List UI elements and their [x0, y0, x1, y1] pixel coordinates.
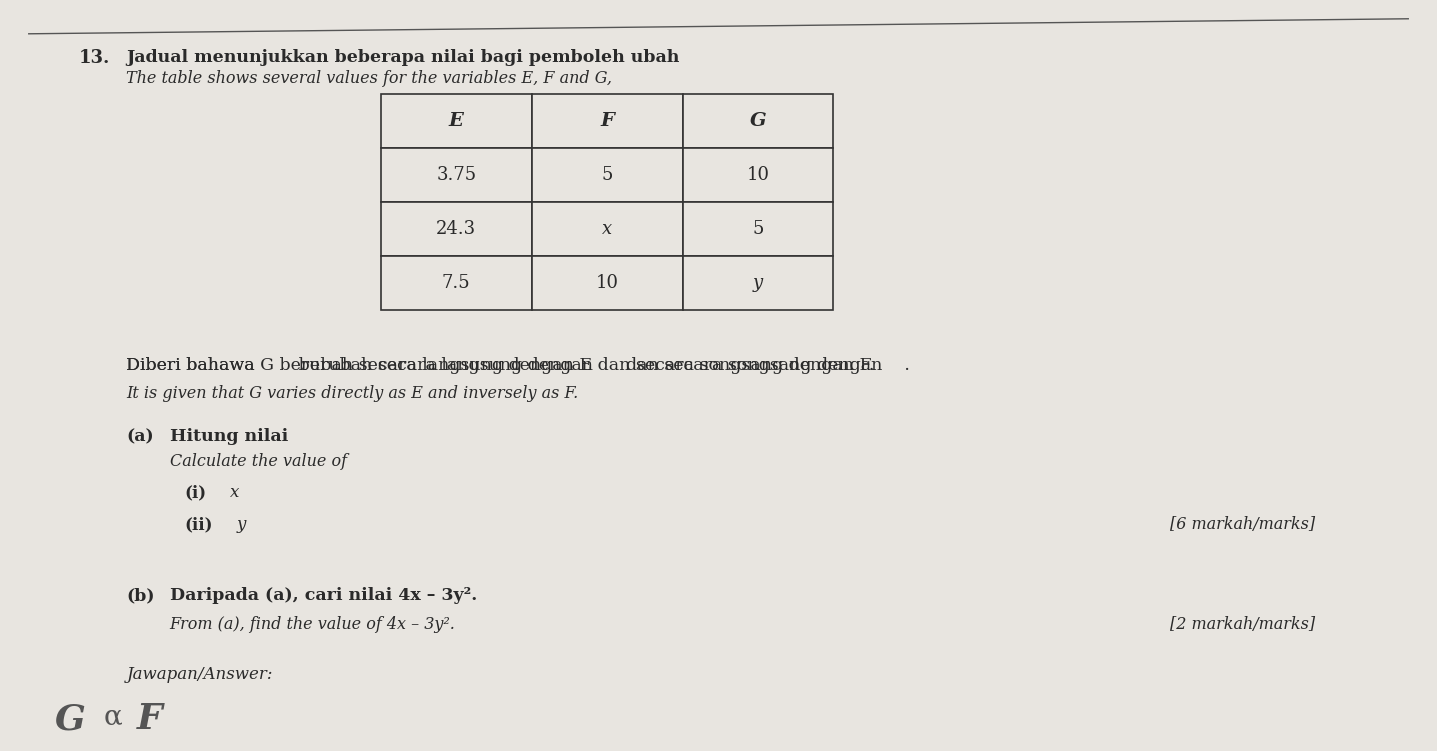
Text: G: G — [750, 112, 766, 130]
Bar — [683, 94, 833, 148]
Text: The table shows several values for the variables E, F and G,: The table shows several values for the v… — [126, 70, 612, 87]
Text: (i): (i) — [184, 484, 205, 502]
Text: x: x — [230, 484, 240, 502]
Text: It is given that G varies directly as E and inversely as F.: It is given that G varies directly as E … — [126, 385, 579, 403]
Text: Hitung nilai: Hitung nilai — [170, 428, 287, 445]
Text: [6 markah/marks]: [6 markah/marks] — [1170, 516, 1315, 533]
Text: G: G — [55, 702, 85, 736]
Bar — [381, 148, 532, 202]
Text: Jawapan/Answer:: Jawapan/Answer: — [126, 666, 273, 683]
Text: 7.5: 7.5 — [443, 274, 470, 292]
Bar — [532, 148, 683, 202]
Text: (ii): (ii) — [184, 516, 213, 533]
Text: α: α — [103, 704, 122, 731]
Bar — [683, 256, 833, 310]
Bar — [532, 256, 683, 310]
Text: F: F — [601, 112, 614, 130]
Text: 10: 10 — [746, 166, 770, 184]
Text: (b): (b) — [126, 587, 155, 605]
Text: (a): (a) — [126, 428, 154, 445]
Text: 5: 5 — [753, 220, 763, 238]
Bar — [532, 202, 683, 256]
Text: 10: 10 — [595, 274, 619, 292]
Bar — [381, 202, 532, 256]
Text: y: y — [753, 274, 763, 292]
Text: Diberi bahawa        berubah secara langsung dengan      dan secara songsang den: Diberi bahawa berubah secara langsung de… — [126, 357, 910, 374]
Text: From (a), find the value of 4x – 3y².: From (a), find the value of 4x – 3y². — [170, 616, 456, 633]
Text: y: y — [237, 516, 247, 533]
Text: 5: 5 — [602, 166, 612, 184]
Text: F: F — [137, 702, 162, 736]
Text: Jadual menunjukkan beberapa nilai bagi pemboleh ubah: Jadual menunjukkan beberapa nilai bagi p… — [126, 49, 685, 66]
Text: E: E — [448, 112, 464, 130]
Text: Diberi bahawa G berubah secara langsung dengan E dan secara songsang dengan F.: Diberi bahawa G berubah secara langsung … — [126, 357, 875, 374]
Text: [2 markah/marks]: [2 markah/marks] — [1170, 616, 1315, 633]
Text: Calculate the value of: Calculate the value of — [170, 453, 346, 470]
Text: Daripada (a), cari nilai 4​x – 3y².: Daripada (a), cari nilai 4​x – 3y². — [170, 587, 477, 605]
Bar — [683, 202, 833, 256]
Text: 13.: 13. — [79, 49, 111, 67]
Bar — [532, 94, 683, 148]
Bar — [381, 94, 532, 148]
Text: x: x — [602, 220, 612, 238]
Bar — [381, 256, 532, 310]
Text: 24.3: 24.3 — [437, 220, 476, 238]
Bar — [683, 148, 833, 202]
Text: 3.75: 3.75 — [437, 166, 476, 184]
